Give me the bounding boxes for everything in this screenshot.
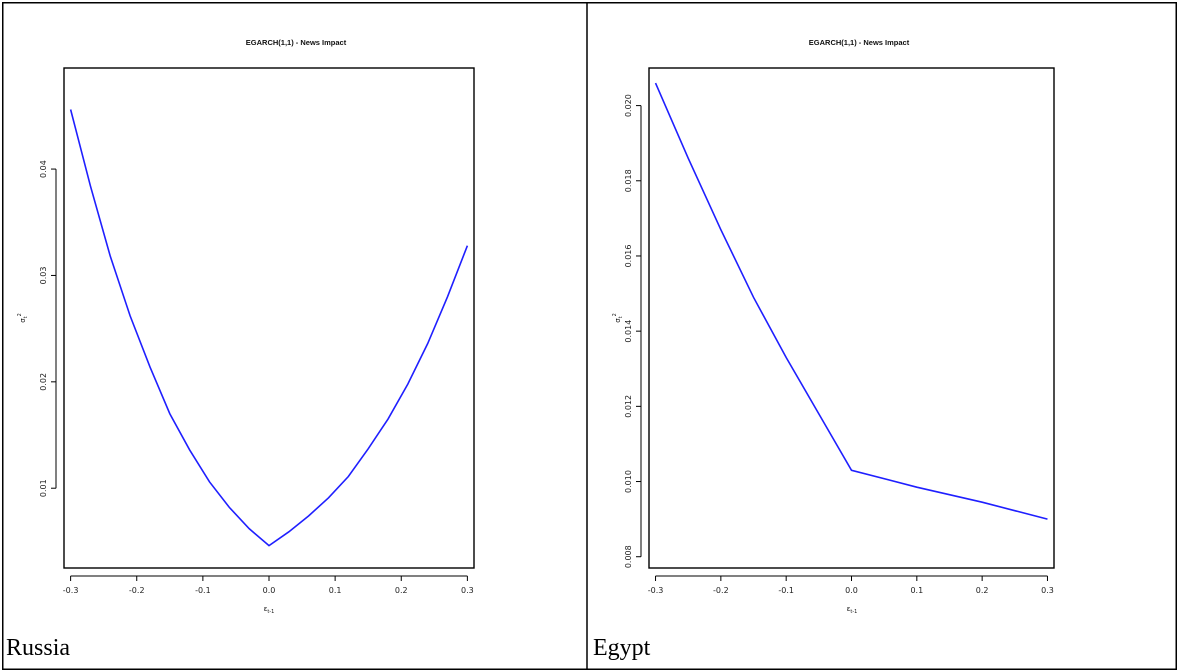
y-tick-label: 0.03 (39, 267, 48, 285)
x-axis-title: εt-1 (847, 605, 858, 615)
chart-title: EGARCH(1,1) - News Impact (809, 38, 910, 47)
y-tick-label: 0.04 (39, 160, 48, 178)
x-tick-label: 0.3 (461, 586, 474, 595)
chart-egypt: EGARCH(1,1) - News Impact -0.3 -0.2 -0.1 0.… (612, 38, 1055, 615)
series-line (69, 109, 469, 547)
x-tick-label: -0.3 (648, 586, 664, 595)
x-tick-label: 0.0 (845, 586, 858, 595)
y-tick-label: 0.02 (39, 373, 48, 391)
x-tick-label: 0.0 (263, 586, 276, 595)
x-tick-label: 0.2 (395, 586, 408, 595)
y-tick-label: 0.010 (624, 470, 633, 493)
x-axis: -0.3 -0.2 -0.1 0.0 0.1 0.2 0.3 (648, 575, 1054, 595)
y-axis-title: σt2 (17, 313, 29, 323)
y-tick-label: 0.016 (624, 245, 633, 268)
plot-area (63, 67, 475, 569)
caption-egypt: Egypt (593, 635, 651, 661)
x-tick-label: -0.2 (713, 586, 729, 595)
chart-russia: EGARCH(1,1) - News Impact -0.3 -0.2 -0.1 0.… (17, 38, 475, 615)
x-axis: -0.3 -0.2 -0.1 0.0 0.1 0.2 0.3 (63, 575, 474, 595)
x-tick-label: -0.1 (778, 586, 794, 595)
y-axis: 0.008 0.010 0.012 0.014 0.016 0.018 0.020 (624, 94, 642, 568)
x-tick-label: 0.1 (910, 586, 923, 595)
y-tick-label: 0.012 (624, 395, 633, 418)
series-line (654, 82, 1048, 520)
x-tick-label: -0.2 (129, 586, 145, 595)
y-tick-label: 0.008 (624, 545, 633, 568)
y-tick-label: 0.01 (39, 479, 48, 497)
y-axis: 0.01 0.02 0.03 0.04 (39, 160, 57, 497)
x-tick-label: 0.3 (1041, 586, 1054, 595)
x-tick-label: -0.3 (63, 586, 79, 595)
y-tick-label: 0.018 (624, 169, 633, 192)
chart-title: EGARCH(1,1) - News Impact (246, 38, 347, 47)
x-tick-label: 0.2 (976, 586, 989, 595)
y-axis-title: σt2 (612, 313, 624, 323)
x-tick-label: 0.1 (329, 586, 342, 595)
caption-russia: Russia (6, 635, 71, 661)
y-tick-label: 0.020 (624, 94, 633, 117)
x-tick-label: -0.1 (195, 586, 211, 595)
x-axis-title: εt-1 (264, 605, 275, 615)
y-tick-label: 0.014 (624, 320, 633, 343)
plot-area (648, 67, 1055, 569)
